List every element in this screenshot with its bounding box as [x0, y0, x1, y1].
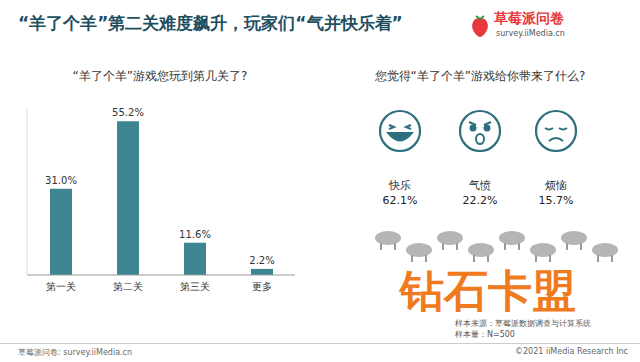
html-text:样本来源：草莓派数据调查与计算系统: 样本来源：草莓派数据调查与计算系统 — [455, 319, 591, 328]
html-text:©2021 iiMedia Research Inc: ©2021 iiMedia Research Inc — [515, 347, 628, 356]
html-text:22.2%: 22.2% — [462, 194, 498, 207]
html-text:钻石卡盟: 钻石卡盟 — [400, 265, 576, 316]
svg-text:31.0%: 31.0% — [45, 175, 77, 186]
html-text:草莓派问卷: survey.iiMedia.cn: 草莓派问卷: survey.iiMedia.cn — [18, 348, 132, 357]
svg-text:第一关: 第一关 — [46, 281, 76, 292]
svg-text:55.2%: 55.2% — [112, 107, 144, 118]
html-text:15.7%: 15.7% — [538, 194, 574, 207]
html-text:您觉得“羊了个羊”游戏给你带来了什么?: 您觉得“羊了个羊”游戏给你带来了什么? — [374, 69, 586, 83]
html-text:快乐: 快乐 — [389, 179, 411, 192]
html-text:样本量：N=500: 样本量：N=500 — [455, 330, 515, 339]
html-text:survey.iiMedia.cn: survey.iiMedia.cn — [496, 29, 565, 38]
html-text:气愤: 气愤 — [469, 179, 491, 192]
svg-text:11.6%: 11.6% — [179, 229, 211, 240]
svg-text:第二关: 第二关 — [113, 281, 143, 292]
svg-text:第三关: 第三关 — [180, 281, 210, 292]
html-text:草莓派问卷: 草莓派问卷 — [494, 10, 564, 26]
svg-text:2.2%: 2.2% — [249, 255, 274, 266]
svg-text:更多: 更多 — [252, 281, 272, 292]
html-text:“羊了个羊”第二关难度飙升，玩家们“气并快乐着”: “羊了个羊”第二关难度飙升，玩家们“气并快乐着” — [18, 13, 403, 33]
html-text:烦恼: 烦恼 — [545, 179, 567, 192]
html-text:62.1%: 62.1% — [382, 194, 418, 207]
html-text:“羊了个羊”游戏您玩到第几关了?: “羊了个羊”游戏您玩到第几关了? — [72, 69, 248, 83]
